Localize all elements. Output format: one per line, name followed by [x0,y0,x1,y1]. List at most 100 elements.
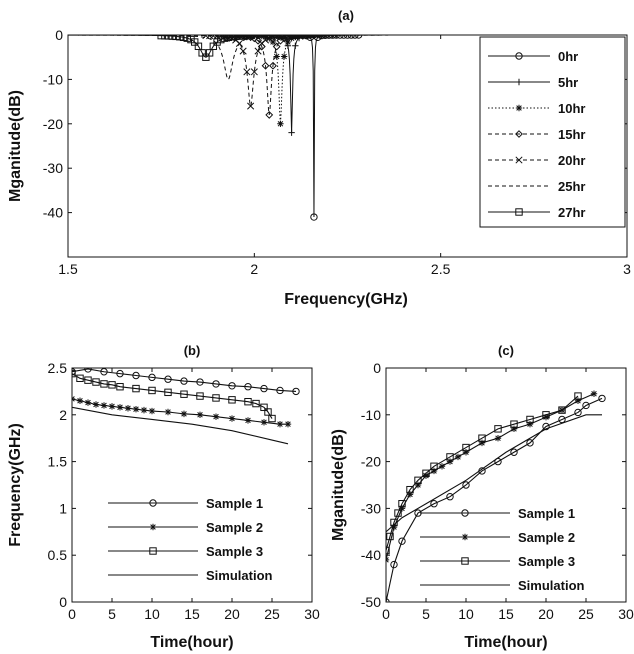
panel-c-point [494,425,502,433]
panel-a-ytick-label: -20 [43,116,63,132]
panel-a-marker-27hr [209,42,218,50]
panel-a-marker-15hr [298,35,307,40]
panel-a-marker-27hr [232,35,240,41]
panel-a-marker-5hr [288,129,295,136]
panel-b-point [84,376,92,384]
panel-b-point [252,399,260,408]
panel-a-legend-box [479,36,626,228]
panel-b-point [284,420,292,428]
panel-b-xtick-label: 15 [184,606,200,622]
panel-b-point [212,394,220,402]
panel-b-point [264,408,272,416]
panel-a-marker-15hr [254,36,262,45]
panel-a-marker-15hr [272,42,281,51]
panel-c-point [390,560,398,569]
panel-b-xtick-label: 5 [108,606,116,622]
panel-c-point [446,458,454,465]
panel-c-point [406,485,414,494]
panel-c-point [398,537,406,545]
panel-b-point [92,378,100,386]
panel-a-legend-label: 10hr [558,101,585,116]
panel-a-marker-20hr [261,36,270,44]
panel-c-point [526,439,534,447]
panel-b-ytick-label: 1.5 [48,454,68,470]
panel-b-point [196,392,204,400]
panel-b-point [76,397,84,404]
panel-a-ytick-label: -40 [43,205,63,221]
panel-b-ticks: 0 5 10 15 20 25 30 0 0.5 1 1.5 2 2.5 [48,360,320,622]
panel-c-legend: Sample 1 Sample 2 Sample 3 Simulation [420,506,585,593]
panel-a-xlabel: Frequency(GHz) [284,291,408,308]
panel-b-legend: Sample 1 Sample 2 Sample 3 Simulation [108,496,273,583]
panel-b-title: (b) [184,343,201,358]
panel-a-marker-27hr [239,35,247,40]
panel-c-xtick-label: 5 [422,606,430,622]
panel-b-point [148,373,156,382]
panel-c-point [598,394,606,403]
panel-a-marker-20hr [247,102,255,110]
panel-b-point [116,369,124,378]
panel-a-marker-27hr [176,35,184,41]
panel-b-point [228,415,236,422]
panel-c-ytick-label: -10 [361,407,381,423]
panel-c-frame [385,367,627,603]
panel-a-ytick-label: -10 [43,71,63,87]
panel-a-marker-10hr [280,53,288,60]
panel-a-marker-15hr [261,61,270,70]
panel-c-point [462,443,470,452]
panel-c-point [390,523,398,531]
panel-a-marker-20hr [280,35,288,40]
panel-c-point [590,390,598,397]
panel-a-frame [67,34,628,258]
panel-b-series-sample-1 [72,368,297,392]
panel-a-marker-27hr [198,49,206,57]
panel-a-marker-20hr [254,47,262,55]
panel-a-marker-27hr [187,35,195,44]
panel-c-point [430,467,438,475]
panel-a-legend-marker [515,156,523,164]
panel-a-marker-15hr [269,61,277,70]
panel-b-point [180,390,188,398]
panel-b-point [212,380,220,388]
panel-b-point [132,384,140,393]
panel-c-legend-label: Sample 1 [518,506,575,521]
panel-c-point [494,435,502,442]
panel-a-marker-15hr [265,111,274,119]
panel-a-ytick-label: 0 [55,27,63,43]
panel-a-marker-20hr [239,47,247,55]
panel-c-ytick-label: -40 [361,547,381,563]
panel-a-title: (a) [338,8,354,23]
panel-b-point [164,388,172,397]
panel-a-marker-27hr [157,35,165,40]
panel-b-point [196,378,204,386]
panel-b-point [132,371,140,380]
panel-a-legend-label: 27hr [558,205,585,220]
panel-b-point [292,387,300,396]
panel-c-point [478,434,486,442]
panel-b-frame [71,367,313,603]
panel-b-point [108,403,116,410]
panel-c-xlabel: Time(hour) [464,634,547,651]
panel-c-ytick-label: -30 [361,500,381,516]
panel-b-series-sample-3 [72,373,273,419]
panel-c-point [462,449,470,456]
panel-a-marker-27hr [205,49,214,57]
panel-a-marker-20hr [243,68,251,76]
panel-c-legend-marker [461,509,469,517]
panel-b-point [196,411,204,418]
panel-c-point [446,453,454,461]
panel-a-marker-10hr [273,53,280,60]
panel-c-point [542,413,550,421]
panel-a-marker-27hr [172,35,180,41]
panel-b-point [92,401,100,408]
panel-b-point [244,417,252,424]
panel-b-point [100,380,108,388]
panel-a-xtick-label: 1.5 [58,261,78,277]
panel-b-ytick-label: 0.5 [48,547,68,563]
panel-c-xtick-label: 0 [382,606,390,622]
panel-c-series-sample-3 [386,395,579,551]
panel-c-legend-marker [461,557,469,565]
panel-b-xtick-label: 25 [264,606,280,622]
panel-c-point [422,469,430,478]
panel-a-legend-marker [515,104,523,112]
